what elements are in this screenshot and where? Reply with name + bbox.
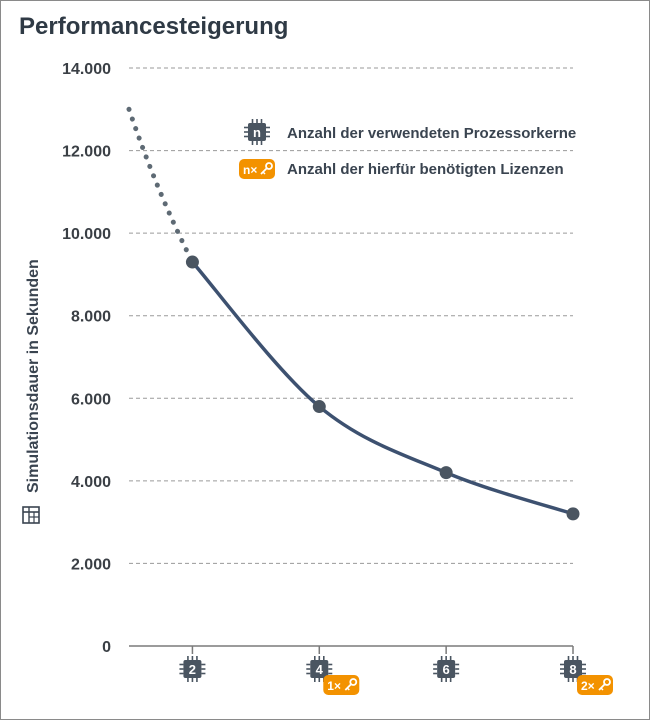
legend-badge: n: [253, 125, 261, 140]
data-points: [185, 255, 580, 521]
data-point: [312, 400, 326, 414]
y-tick-label: 8.000: [71, 309, 111, 326]
y-tick-label: 4.000: [71, 474, 111, 491]
x-axis: [129, 645, 574, 654]
extrapolation-line: [126, 106, 195, 265]
license-badge: 1×: [323, 675, 360, 695]
data-point: [185, 255, 199, 269]
license-badge: 2×: [577, 675, 613, 695]
processor-chip-icon: 6: [433, 656, 460, 682]
x-tick-label: 4: [316, 662, 324, 677]
x-tick-label: 6: [443, 662, 450, 677]
processor-chip-icon: n: [244, 119, 270, 145]
key-icon: [344, 678, 358, 691]
y-axis-label-group: Simulationsdauer in Sekunden: [22, 259, 42, 524]
legend-label: Anzahl der verwendeten Prozessorkerne: [287, 125, 576, 142]
license-count: 2×: [581, 679, 595, 693]
series-line-group: [126, 106, 574, 516]
legend-item-licenses: n× Anzahl der hierfür benötigten Lizenzen: [239, 159, 564, 179]
chart-title: Performancesteigerung: [19, 13, 289, 40]
y-tick-label: 2.000: [71, 556, 111, 573]
data-point: [566, 507, 580, 521]
table-icon: [22, 506, 40, 524]
y-tick-label: 14.000: [62, 61, 111, 78]
license-count: n×: [243, 163, 257, 177]
series-line: [191, 260, 574, 516]
y-tick-label: 6.000: [71, 391, 111, 408]
y-tick-label: 10.000: [62, 226, 111, 243]
y-tick-label: 12.000: [62, 144, 111, 161]
legend-item-cores: n Anzahl der verwendeten Prozessorkerne: [244, 119, 576, 145]
x-tick-label: 2: [189, 662, 196, 677]
y-tick-labels: 0 2.000 4.000 6.000 8.000 10.000 12.000 14.000: [62, 61, 111, 656]
license-key-icon: n×: [239, 159, 275, 179]
legend: n Anzahl der verwendeten Prozessorkerne n×…: [239, 119, 576, 179]
processor-chip-icon: 2: [179, 656, 206, 682]
y-tick-label: 0: [102, 639, 111, 656]
y-axis-label: Simulationsdauer in Sekunden: [25, 259, 42, 493]
data-point: [439, 466, 453, 480]
processor-chip-icon: 4: [306, 656, 333, 682]
legend-label: Anzahl der hierfür benötigten Lizenzen: [287, 161, 564, 178]
license-count: 1×: [327, 679, 341, 693]
x-tick-label: 8: [569, 662, 576, 677]
gridlines: [129, 67, 573, 564]
x-tick-labels: 2 41× 6 8 2×: [179, 656, 613, 695]
key-icon: [260, 162, 273, 175]
key-icon: [598, 678, 611, 691]
